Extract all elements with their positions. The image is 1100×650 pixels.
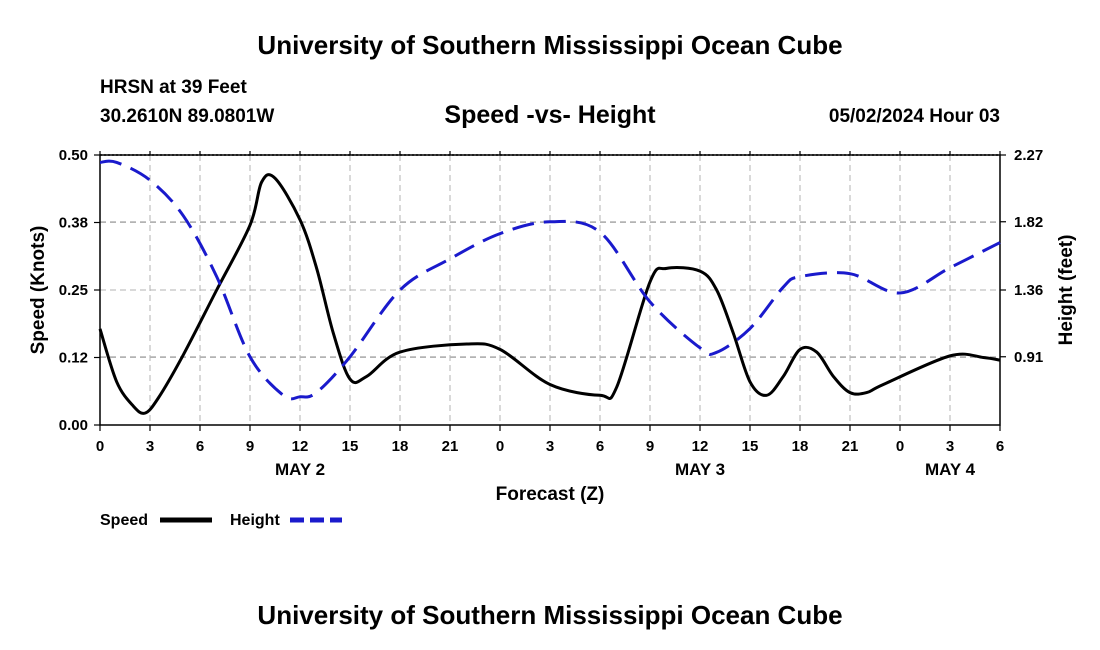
legend-label-speed: Speed (100, 512, 148, 529)
y2-tick-label: 2.27 (1014, 147, 1043, 164)
x-tick-label: 9 (646, 438, 654, 455)
legend: Speed Height (100, 512, 342, 529)
date-label: MAY 4 (925, 460, 976, 479)
y-tick-label: 0.25 (59, 282, 88, 299)
x-tick-label: 9 (246, 438, 254, 455)
y2-tick-label: 1.36 (1014, 282, 1043, 299)
x-tick-label: 0 (896, 438, 904, 455)
chart-title: University of Southern Mississippi Ocean… (257, 30, 843, 60)
x-tick-label: 6 (596, 438, 604, 455)
station-label: HRSN at 39 Feet (100, 77, 247, 98)
x-tick-label: 15 (742, 438, 759, 455)
forecast-datetime: 05/02/2024 Hour 03 (828, 106, 1000, 127)
y-tick-label: 0.12 (59, 350, 88, 367)
x-tick-label: 3 (146, 438, 154, 455)
x-axis-label: Forecast (Z) (496, 484, 605, 505)
axis-ticks: 0 3 6 9 12 15 18 21 0 3 6 9 12 15 18 21 0 3 6 MAY 2 MAY 3 MAY… (59, 147, 1043, 479)
y-tick-label: 0.50 (59, 147, 88, 164)
x-tick-label: 12 (692, 438, 709, 455)
series-line-height (99, 159, 1001, 401)
y-axis-label: Speed (Knots) (28, 226, 49, 355)
series-lines (98, 159, 1001, 415)
y2-axis-label: Height (feet) (1056, 235, 1077, 346)
x-tick-label: 3 (946, 438, 954, 455)
y-tick-label: 0.00 (59, 417, 88, 434)
footer-title: University of Southern Mississippi Ocean… (257, 600, 843, 630)
x-tick-label: 3 (546, 438, 554, 455)
chart-subtitle: Speed -vs- Height (444, 101, 656, 129)
x-tick-label: 18 (392, 438, 409, 455)
date-label: MAY 3 (675, 460, 725, 479)
y2-tick-label: 0.91 (1014, 349, 1043, 366)
x-tick-label: 6 (196, 438, 204, 455)
x-tick-label: 21 (442, 438, 459, 455)
x-tick-label: 15 (342, 438, 359, 455)
coordinates-label: 30.2610N 89.0801W (100, 106, 275, 127)
legend-label-height: Height (230, 512, 280, 529)
x-tick-label: 18 (792, 438, 809, 455)
date-label: MAY 2 (275, 460, 325, 479)
x-tick-label: 0 (496, 438, 504, 455)
x-tick-label: 21 (842, 438, 859, 455)
y2-tick-label: 1.82 (1014, 214, 1043, 231)
x-tick-label: 0 (96, 438, 104, 455)
y-tick-label: 0.38 (59, 215, 88, 232)
x-tick-label: 12 (292, 438, 309, 455)
x-tick-label: 6 (996, 438, 1004, 455)
